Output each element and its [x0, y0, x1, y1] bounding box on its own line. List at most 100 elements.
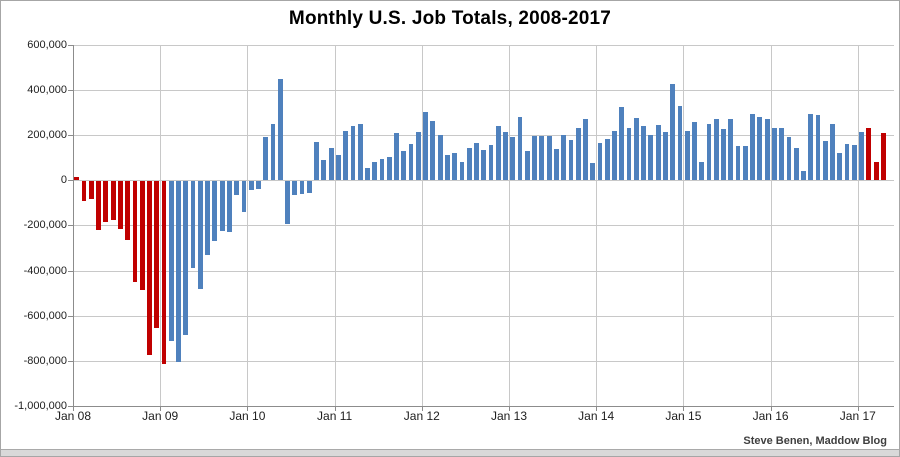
month-bar	[452, 153, 458, 181]
month-bar	[176, 181, 181, 362]
month-bar	[808, 113, 814, 181]
month-bar	[285, 181, 290, 225]
attribution-credit: Steve Benen, Maddow Blog	[743, 435, 887, 447]
y-axis-label: -800,000	[23, 354, 67, 367]
month-bar	[118, 181, 123, 229]
month-bar	[503, 131, 508, 181]
month-bar	[517, 117, 523, 181]
month-bar	[851, 145, 857, 181]
month-bar	[815, 114, 821, 181]
x-axis-tick	[73, 406, 74, 411]
y-axis-tick	[68, 45, 73, 46]
v-gridline	[160, 45, 162, 406]
month-bar	[394, 132, 399, 181]
month-bar	[793, 147, 799, 181]
x-axis-label: Jan 09	[142, 409, 179, 423]
month-bar	[241, 181, 247, 212]
month-bar	[561, 135, 567, 181]
month-bar	[779, 127, 785, 181]
y-axis-label: 400,000	[27, 84, 67, 97]
y-axis-label: -1,000,000	[14, 399, 67, 412]
y-axis-label: 200,000	[27, 129, 67, 142]
month-bar	[524, 150, 530, 181]
month-bar	[328, 147, 334, 181]
month-bar	[881, 132, 886, 181]
month-bar	[357, 123, 363, 181]
x-axis-label: Jan 14	[578, 409, 615, 423]
y-axis-tick	[68, 315, 73, 317]
month-bar	[197, 181, 203, 290]
month-bar	[277, 78, 283, 181]
month-bar	[546, 136, 552, 181]
v-gridline	[857, 45, 859, 406]
h-gridline	[73, 270, 894, 272]
month-bar	[655, 125, 661, 181]
x-axis-label: Jan 12	[403, 409, 440, 423]
month-bar	[423, 111, 428, 181]
h-gridline	[73, 135, 894, 137]
month-bar	[161, 181, 167, 364]
month-bar	[183, 181, 189, 335]
x-axis-tick	[770, 406, 772, 411]
month-bar	[219, 181, 225, 231]
month-bar	[372, 162, 378, 181]
month-bar	[386, 156, 392, 181]
month-bar	[590, 163, 596, 181]
month-bar	[415, 131, 421, 181]
month-bar	[742, 146, 748, 181]
month-bar	[859, 131, 864, 181]
month-bar	[713, 119, 719, 181]
v-gridline	[421, 45, 423, 406]
month-bar	[256, 181, 261, 190]
x-axis-label: Jan 15	[665, 409, 702, 423]
x-axis-label: Jan 11	[317, 409, 353, 423]
y-axis-label: -200,000	[23, 219, 67, 232]
month-bar	[248, 181, 254, 191]
month-bar	[408, 144, 414, 181]
month-bar	[583, 119, 588, 181]
month-bar	[336, 155, 341, 181]
month-bar	[314, 142, 319, 181]
h-gridline	[73, 360, 894, 362]
month-bar	[757, 117, 763, 181]
month-bar	[554, 148, 559, 181]
month-bar	[786, 137, 792, 181]
month-bar	[684, 130, 690, 181]
month-bar	[103, 181, 109, 223]
month-bar	[445, 155, 450, 181]
v-gridline	[247, 45, 249, 406]
month-bar	[619, 107, 625, 181]
month-bar	[292, 181, 298, 195]
v-gridline	[334, 45, 336, 406]
h-gridline	[73, 180, 894, 182]
month-bar	[844, 143, 850, 181]
month-bar	[539, 136, 545, 181]
x-axis-tick	[857, 406, 859, 411]
month-bar	[299, 181, 305, 194]
month-bar	[139, 181, 145, 290]
month-bar	[96, 181, 101, 230]
month-bar	[830, 124, 835, 181]
month-bar	[466, 147, 472, 181]
x-axis-label: Jan 17	[839, 409, 876, 423]
month-bar	[532, 136, 537, 181]
month-bar	[699, 162, 705, 181]
month-bar	[735, 146, 741, 181]
month-bar	[227, 181, 232, 233]
x-axis-tick	[160, 406, 162, 411]
month-bar	[154, 181, 160, 328]
x-axis-tick	[596, 406, 598, 411]
month-bar	[873, 162, 879, 181]
month-bar	[132, 181, 138, 282]
x-axis-tick	[683, 406, 685, 411]
y-axis-tick	[68, 225, 73, 227]
month-bar	[822, 140, 828, 181]
y-axis-label: 0	[60, 174, 67, 187]
h-gridline	[73, 45, 894, 46]
month-bar	[510, 137, 516, 181]
month-bar	[597, 143, 603, 181]
month-bar	[750, 113, 755, 181]
month-bar	[866, 127, 872, 181]
h-gridline	[73, 225, 894, 227]
